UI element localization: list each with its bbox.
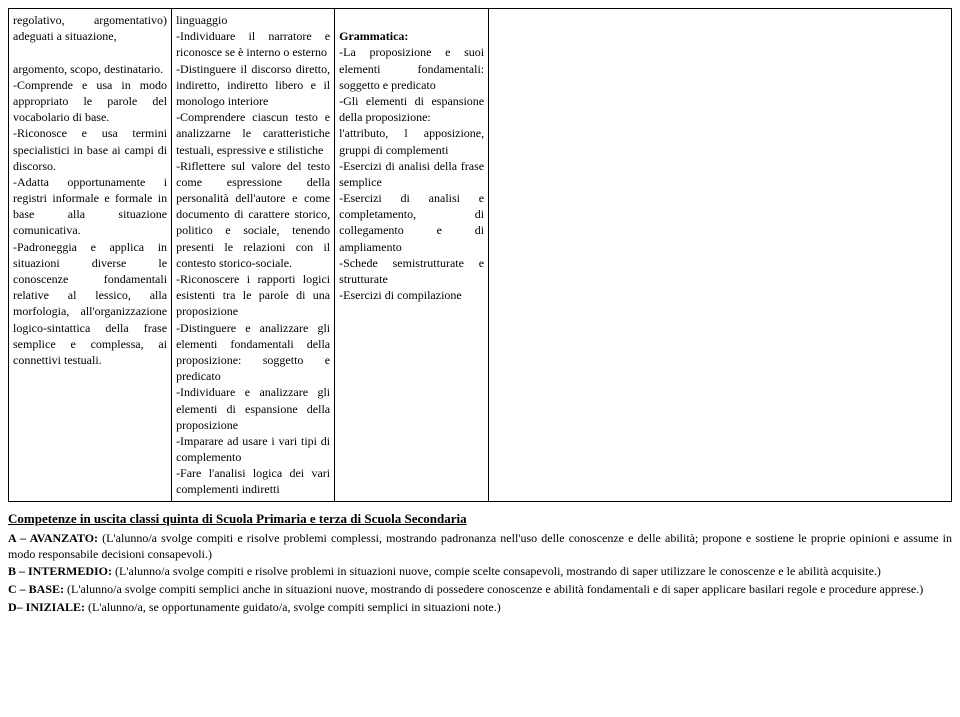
level-b: B – INTERMEDIO: (L'alunno/a svolge compi… (8, 564, 952, 580)
level-c-label: C – BASE: (8, 582, 64, 596)
section-title: Competenze in uscita classi quinta di Sc… (8, 510, 952, 528)
level-c-text: (L'alunno/a svolge compiti semplici anch… (64, 582, 923, 596)
table-row: regolativo, argomentativo) adeguati a si… (9, 9, 952, 502)
level-a: A – AVANZATO: (L'alunno/a svolge compiti… (8, 531, 952, 562)
cell-col4 (489, 9, 952, 502)
level-b-text: (L'alunno/a svolge compiti e risolve pro… (112, 564, 881, 578)
level-a-text: (L'alunno/a svolge compiti e risolve pro… (8, 531, 952, 561)
level-b-label: B – INTERMEDIO: (8, 564, 112, 578)
level-d-text: (L'alunno/a, se opportunamente guidato/a… (85, 600, 501, 614)
level-d-label: D– INIZIALE: (8, 600, 85, 614)
cell-col1: regolativo, argomentativo) adeguati a si… (9, 9, 172, 502)
levels-block: A – AVANZATO: (L'alunno/a svolge compiti… (8, 531, 952, 615)
cell-col3: Grammatica:-La proposizione e suoi eleme… (335, 9, 489, 502)
cell-col2: linguaggio-Individuare il narratore e ri… (172, 9, 335, 502)
level-c: C – BASE: (L'alunno/a svolge compiti sem… (8, 582, 952, 598)
curriculum-table: regolativo, argomentativo) adeguati a si… (8, 8, 952, 502)
level-d: D– INIZIALE: (L'alunno/a, se opportuname… (8, 600, 952, 616)
level-a-label: A – AVANZATO: (8, 531, 98, 545)
